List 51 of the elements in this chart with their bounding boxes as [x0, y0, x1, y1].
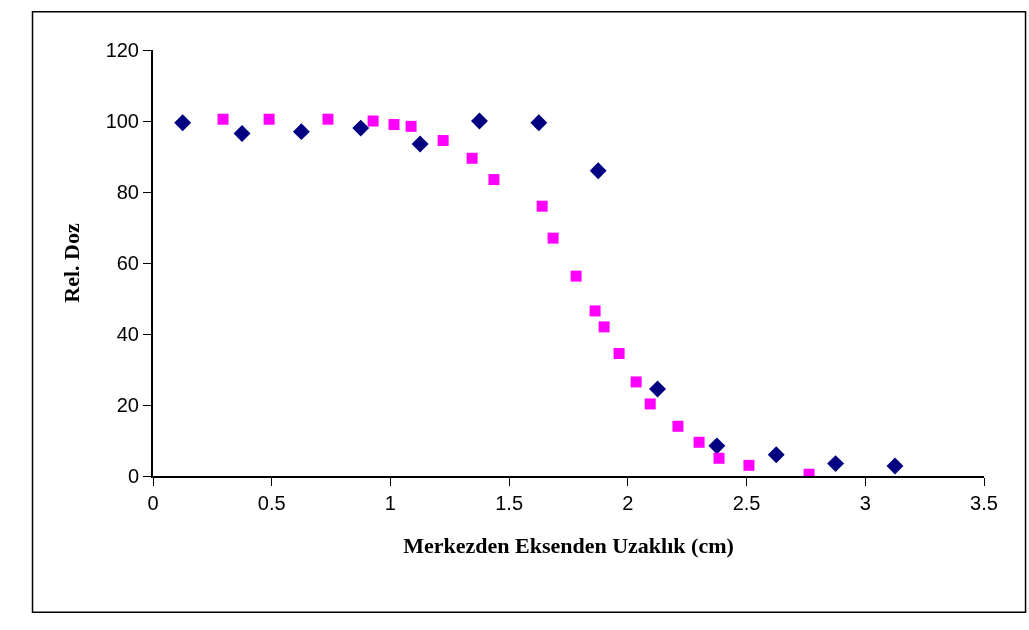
point [713, 452, 725, 464]
y-tick-label: 20 [116, 394, 139, 416]
point [672, 420, 684, 432]
point [263, 113, 275, 125]
point [767, 446, 785, 464]
point [547, 232, 559, 244]
x-tick-label: 2.5 [732, 492, 761, 514]
x-tick-label: 2 [622, 492, 634, 514]
point [388, 119, 400, 131]
y-axis-title: Rel. Doz [58, 223, 84, 303]
point [367, 115, 379, 127]
x-axis-title: Merkezden Eksenden Uzaklık (cm) [403, 533, 734, 559]
point [322, 113, 334, 125]
point [630, 376, 642, 388]
x-tick-label: 0 [147, 492, 159, 514]
x-tick-label: 3.5 [970, 492, 998, 514]
y-tick-label: 100 [105, 110, 139, 132]
x-tick-label: 3 [859, 492, 871, 514]
point [233, 124, 251, 142]
x-tick-label: 1.5 [495, 492, 524, 514]
point [827, 455, 845, 473]
point [536, 200, 548, 212]
x-tick-label: 0.5 [257, 492, 286, 514]
point [886, 457, 904, 475]
point [174, 114, 192, 132]
point [693, 436, 705, 448]
point [570, 270, 582, 282]
point [405, 120, 417, 132]
point [598, 321, 610, 333]
y-tick-label: 40 [116, 323, 139, 345]
point [292, 123, 310, 141]
point [649, 380, 666, 398]
point [217, 113, 229, 125]
point [589, 305, 601, 317]
point [411, 135, 429, 153]
point [352, 119, 370, 137]
point [530, 114, 548, 132]
point [613, 348, 625, 360]
point [708, 437, 726, 455]
y-tick-label: 0 [127, 465, 139, 487]
point [466, 152, 478, 164]
x-tick-label: 1 [384, 492, 396, 514]
point [437, 135, 449, 147]
y-tick-label: 60 [116, 252, 139, 274]
point [471, 112, 488, 130]
point [488, 174, 500, 186]
point [644, 398, 656, 410]
y-tick-label: 120 [105, 39, 139, 61]
y-tick-label: 80 [116, 181, 139, 203]
point [589, 162, 607, 180]
point [743, 459, 755, 471]
